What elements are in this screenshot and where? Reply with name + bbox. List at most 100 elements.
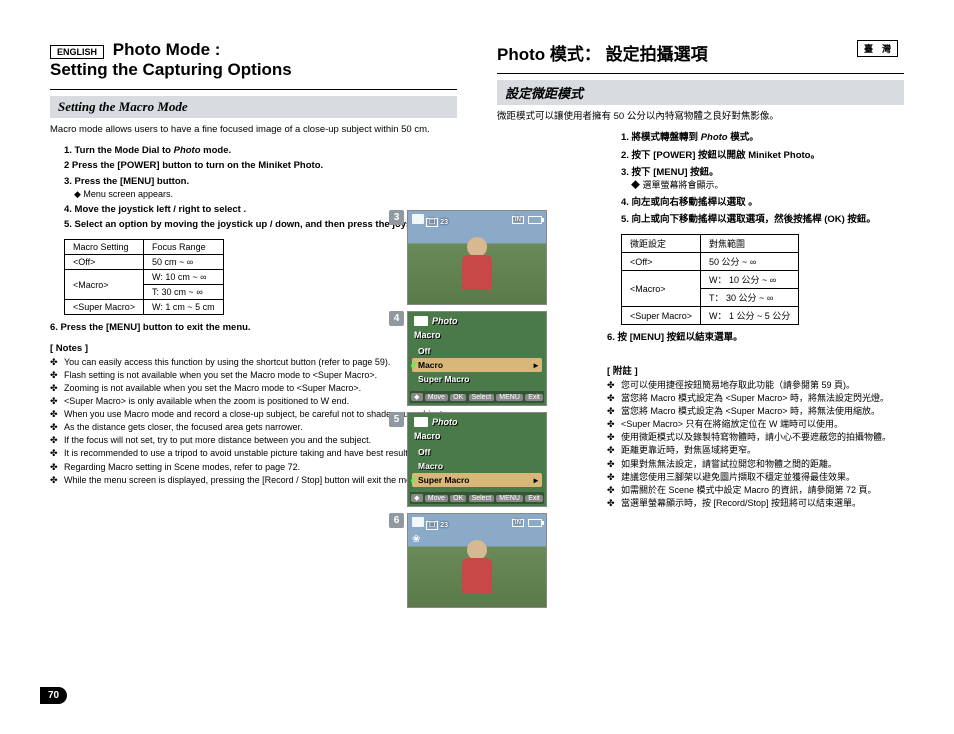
- mode-icon: ☐: [426, 521, 438, 530]
- screen-num-5: 5: [389, 412, 404, 427]
- page: ENGLISH Photo Mode : Setting the Capturi…: [50, 40, 904, 704]
- menu-bottom-5: ◆Move OKSelect MENUExit: [410, 492, 544, 504]
- title-rule: [50, 89, 457, 90]
- header-left: ENGLISH Photo Mode :: [50, 40, 457, 60]
- screen-3: 3 ☐ 23 IN: [407, 210, 547, 305]
- screen-6-body: ☐ 23 IN ❀: [407, 513, 547, 608]
- menu-item: Super Macro: [412, 372, 542, 386]
- notes-hdr-right: [ 附註 ]: [607, 363, 904, 377]
- note-item: <Super Macro> 只有在將縮放定位在 W 端時可以使用。: [607, 418, 904, 430]
- note-item: You can easily access this function by u…: [50, 356, 457, 368]
- battery-icon: [528, 519, 542, 527]
- menu-badge: MENU: [496, 394, 523, 401]
- battery-icon: [528, 216, 542, 224]
- page-number: 70: [40, 687, 67, 704]
- screen-4: 4 Photo Macro Off✔Macro▸Super Macro ◆Mov…: [407, 311, 547, 406]
- step-item: 1. Turn the Mode Dial to Photo mode.: [64, 144, 457, 157]
- title-left-1: Photo Mode :: [113, 40, 221, 59]
- screen-column: 3 ☐ 23 IN 4 Photo Macro Off✔Macro▸Super …: [407, 210, 547, 614]
- macro-table-left: Macro SettingFocus Range <Off>50 cm ~ ∞ …: [64, 239, 224, 315]
- camera-icon: [412, 214, 424, 224]
- note-item: 建議您使用三腳架以避免圖片擷取不穩定並獲得最佳效果。: [607, 471, 904, 483]
- note-item: While the menu screen is displayed, pres…: [50, 474, 457, 486]
- count-3: 23: [440, 219, 448, 226]
- lang-badge-en: ENGLISH: [50, 45, 104, 59]
- in-badge-6: IN: [512, 519, 524, 527]
- step-item: 2. 按下 [POWER] 按鈕以開啟 Miniket Photo。: [621, 149, 904, 162]
- move-key-icon: ◆: [411, 393, 422, 401]
- menu-sub-5: Macro: [414, 431, 441, 441]
- screen-5: 5 Photo Macro OffMacro✔Super Macro▸ ◆Mov…: [407, 412, 547, 507]
- note-item: 您可以使用捷徑按鈕簡易地存取此功能（請參閱第 59 頁)。: [607, 379, 904, 391]
- note-item: 如需關於在 Scene 模式中設定 Macro 的資訊，請參閱第 72 頁。: [607, 484, 904, 496]
- note-item: Zooming is not available when you set th…: [50, 382, 457, 394]
- subtitle-right: 設定微距模式: [497, 80, 904, 105]
- menu-hdr-5: Photo: [410, 415, 544, 429]
- subject-figure: [457, 540, 497, 595]
- step-sub: ◆ Menu screen appears.: [74, 188, 457, 201]
- screen-3-body: ☐ 23 IN: [407, 210, 547, 305]
- count-6: 23: [440, 522, 448, 529]
- menu-sub-4: Macro: [414, 330, 441, 340]
- screen-4-body: Photo Macro Off✔Macro▸Super Macro ◆Move …: [407, 311, 547, 406]
- menu-badge: MENU: [496, 495, 523, 502]
- note-item: 當您將 Macro 模式設定為 <Super Macro> 時，將無法使用縮放。: [607, 405, 904, 417]
- step-item: 4. 向左或向右移動搖桿以選取 。: [621, 196, 904, 209]
- step6-right: 6. 按 [MENU] 按鈕以結束選單。: [607, 331, 904, 344]
- menu-bottom-4: ◆Move OKSelect MENUExit: [410, 391, 544, 403]
- ok-badge: OK: [450, 495, 466, 502]
- camera-icon: [414, 417, 428, 427]
- note-item: <Super Macro> is only available when the…: [50, 395, 457, 407]
- osd-top-6: ☐ 23 IN: [412, 517, 542, 529]
- note-item: If the focus will not set, try to put mo…: [50, 434, 457, 446]
- screen-6: 6 ☐ 23 IN ❀: [407, 513, 547, 608]
- tbl-h0: Macro Setting: [65, 240, 144, 255]
- step-sub: ◆ 選單螢幕將會顯示。: [631, 179, 904, 192]
- ok-badge: OK: [450, 394, 466, 401]
- subtitle-left: Setting the Macro Mode: [50, 96, 457, 118]
- menu-items-5: OffMacro✔Super Macro▸: [412, 445, 542, 487]
- menu-item: Macro: [412, 459, 542, 473]
- subject-figure: [457, 237, 497, 292]
- step-item: 1. 將模式轉盤轉到 Photo 模式。: [621, 131, 904, 144]
- steps-right: 1. 將模式轉盤轉到 Photo 模式。 2. 按下 [POWER] 按鈕以開啟 …: [607, 131, 904, 226]
- step-item: 5. 向上或向下移動搖桿以選取選項，然後按搖桿 (OK) 按鈕。: [621, 213, 904, 226]
- step-item: 3. Press the [MENU] button.◆ Menu screen…: [64, 175, 457, 201]
- menu-hdr-label-5: Photo: [432, 417, 458, 427]
- intro-right: 微距模式可以讓使用者擁有 50 公分以內特寫物體之良好對焦影像。: [497, 111, 904, 123]
- menu-item: Off: [412, 445, 542, 459]
- notes-hdr-left: [ Notes ]: [50, 343, 457, 354]
- macro-table-right: 微距設定對焦範圍 <Off>50 公分 ~ ∞ <Macro>W： 10 公分 …: [621, 234, 799, 325]
- in-badge-3: IN: [512, 216, 524, 224]
- menu-items-4: Off✔Macro▸Super Macro: [412, 344, 542, 386]
- screen-num-3: 3: [389, 210, 404, 225]
- note-item: 使用微距模式以及錄製特寫物體時，請小心不要遮蔽您的拍攝物體。: [607, 431, 904, 443]
- menu-hdr-label-4: Photo: [432, 316, 458, 326]
- step-item: 2 Press the [POWER] button to turn on th…: [64, 159, 457, 172]
- macro-flower-icon: ❀: [412, 534, 420, 545]
- notes-right: 您可以使用捷徑按鈕簡易地存取此功能（請參閱第 59 頁)。當您將 Macro 模…: [607, 379, 904, 509]
- menu-hdr-4: Photo: [410, 314, 544, 328]
- tbl-h1: Focus Range: [144, 240, 224, 255]
- title-left-2: Setting the Capturing Options: [50, 60, 457, 80]
- title-rule-r: [497, 73, 904, 74]
- note-item: 距離更靠近時，對焦區域將更窄。: [607, 444, 904, 456]
- page-number-label: 70: [40, 687, 67, 704]
- note-item: It is recommended to use a tripod to avo…: [50, 447, 457, 459]
- screen-5-body: Photo Macro OffMacro✔Super Macro▸ ◆Move …: [407, 412, 547, 507]
- osd-top-3: ☐ 23 IN: [412, 214, 542, 226]
- move-key-icon: ◆: [411, 494, 422, 502]
- note-item: 當您將 Macro 模式設定為 <Super Macro> 時，將無法設定閃光燈…: [607, 392, 904, 404]
- note-item: Flash setting is not available when you …: [50, 369, 457, 381]
- camera-icon: [414, 316, 428, 326]
- menu-item: Off: [412, 344, 542, 358]
- intro-left: Macro mode allows users to have a fine f…: [50, 124, 457, 136]
- screen-num-6: 6: [389, 513, 404, 528]
- note-item: Regarding Macro setting in Scene modes, …: [50, 461, 457, 473]
- lang-badge-tw: 臺 灣: [857, 40, 898, 57]
- mode-icon: ☐: [426, 218, 438, 227]
- note-item: 當選單螢幕顯示時，按 [Record/Stop] 按鈕將可以結束選單。: [607, 497, 904, 509]
- note-item: 如果對焦無法設定，請嘗試拉開您和物體之間的距離。: [607, 458, 904, 470]
- camera-icon: [412, 517, 424, 527]
- screen-num-4: 4: [389, 311, 404, 326]
